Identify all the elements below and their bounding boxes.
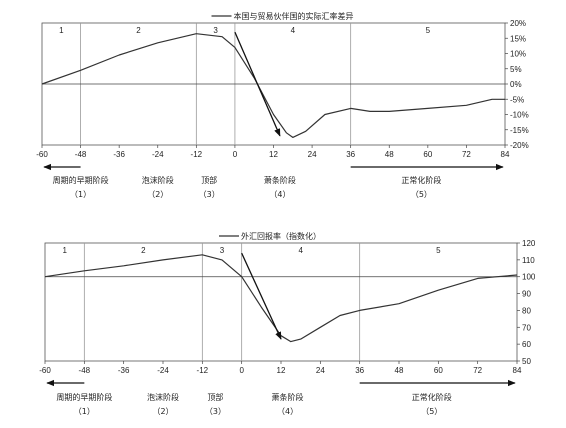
x-tick-label: -60 bbox=[39, 366, 51, 375]
x-tick-label: 84 bbox=[501, 150, 510, 159]
legend-label: 外汇回报率（指数化） bbox=[241, 231, 321, 241]
x-tick-label: 60 bbox=[423, 150, 432, 159]
y-tick-label: -15% bbox=[510, 126, 529, 135]
phase-number: 5 bbox=[426, 26, 431, 35]
phase-label: 萧条阶段 bbox=[264, 175, 296, 185]
y-tick-label: 90 bbox=[522, 290, 531, 299]
phase-labels-bottom: 周期的早期阶段 （1） 泡沫阶段 （2） 顶部 （3） 萧条阶段 （4） 正常化阶段 （5） bbox=[56, 392, 451, 416]
y-tick-label: 5% bbox=[510, 65, 522, 74]
phase-label: 正常化阶段 bbox=[412, 392, 452, 402]
phase-number-label: （1） bbox=[70, 190, 91, 199]
phase-number: 4 bbox=[298, 246, 303, 255]
x-tick-label: 24 bbox=[308, 150, 317, 159]
x-tick-label: 36 bbox=[355, 366, 364, 375]
x-tick-label: 72 bbox=[473, 366, 482, 375]
x-tick-label: 60 bbox=[434, 366, 443, 375]
phase-label: 周期的早期阶段 bbox=[53, 175, 109, 185]
y-tick-label: 10% bbox=[510, 50, 526, 59]
phase-number-label: （5） bbox=[411, 190, 432, 199]
phase-number-label: （3） bbox=[199, 190, 220, 199]
y-tick-label: 110 bbox=[522, 256, 535, 265]
y-tick-label: 15% bbox=[510, 34, 526, 43]
series-line bbox=[41, 33, 505, 138]
phase-number: 3 bbox=[220, 246, 225, 255]
x-tick-label: -12 bbox=[197, 366, 209, 375]
x-tick-label: -36 bbox=[118, 366, 130, 375]
x-tick-label: 0 bbox=[233, 150, 238, 159]
y-tick-label: 80 bbox=[522, 306, 531, 315]
phase-number: 5 bbox=[436, 246, 441, 255]
x-tick-label: -48 bbox=[79, 366, 91, 375]
plot-frame bbox=[44, 242, 518, 362]
exchange-rate-gap-chart: 1 2 3 4 520%15%10%5%0%-5%-10%-15%-20%-60 -48-… bbox=[36, 11, 529, 171]
phase-number: 2 bbox=[141, 246, 146, 255]
phase-label: 顶部 bbox=[201, 175, 217, 185]
x-tick-label: 36 bbox=[346, 150, 355, 159]
x-tick-label: 48 bbox=[385, 150, 394, 159]
phase-label: 周期的早期阶段 bbox=[56, 392, 112, 402]
phase-number-label: （2） bbox=[147, 190, 168, 199]
legend-label: 本国与贸易伙伴国的实际汇率差异 bbox=[234, 11, 354, 21]
x-tick-label: -48 bbox=[75, 150, 87, 159]
phase-number-label: （4） bbox=[277, 407, 298, 416]
x-tick-label: -60 bbox=[36, 150, 48, 159]
y-tick-label: -5% bbox=[510, 95, 524, 104]
y-tick-label: 60 bbox=[522, 340, 531, 349]
phase-number-label: （4） bbox=[269, 190, 290, 199]
x-tick-label: -24 bbox=[157, 366, 169, 375]
x-tick-label: 48 bbox=[395, 366, 404, 375]
x-tick-label: 12 bbox=[269, 150, 278, 159]
phase-label: 泡沫阶段 bbox=[142, 175, 174, 185]
phase-number: 1 bbox=[59, 26, 64, 35]
phase-number-label: （3） bbox=[205, 407, 226, 416]
phase-label: 正常化阶段 bbox=[401, 175, 441, 185]
x-tick-label: -12 bbox=[191, 150, 203, 159]
phase-number-label: （1） bbox=[74, 407, 95, 416]
phase-number-label: （5） bbox=[421, 407, 442, 416]
x-tick-label: 0 bbox=[239, 366, 244, 375]
y-tick-label: 20% bbox=[510, 19, 526, 28]
phase-number: 4 bbox=[291, 26, 296, 35]
x-tick-label: 12 bbox=[277, 366, 286, 375]
phase-label: 顶部 bbox=[207, 392, 223, 402]
x-tick-label: 24 bbox=[316, 366, 325, 375]
downturn-arrow bbox=[241, 252, 282, 340]
phase-number: 2 bbox=[136, 26, 141, 35]
phase-number: 3 bbox=[213, 26, 218, 35]
x-tick-label: -24 bbox=[152, 150, 164, 159]
y-tick-label: -10% bbox=[510, 111, 529, 120]
phase-number-label: （2） bbox=[152, 407, 173, 416]
y-tick-label: 50 bbox=[522, 357, 531, 366]
y-tick-label: 100 bbox=[522, 273, 536, 282]
x-tick-label: -36 bbox=[113, 150, 125, 159]
y-tick-label: 120 bbox=[522, 239, 536, 248]
y-tick-label: 70 bbox=[522, 323, 531, 332]
phase-label: 萧条阶段 bbox=[272, 392, 304, 402]
x-tick-label: 72 bbox=[462, 150, 471, 159]
series-line bbox=[44, 254, 518, 343]
downturn-arrow bbox=[234, 31, 281, 137]
phase-number: 1 bbox=[62, 246, 67, 255]
phase-labels-top: 周期的早期阶段 （1） 泡沫阶段 （2） 顶部 （3） 萧条阶段 （4） 正常化阶段 （5） bbox=[53, 175, 442, 199]
y-tick-label: 0% bbox=[510, 80, 522, 89]
phase-label: 泡沫阶段 bbox=[147, 392, 179, 402]
y-tick-label: -20% bbox=[510, 141, 529, 150]
x-tick-label: 84 bbox=[513, 366, 522, 375]
